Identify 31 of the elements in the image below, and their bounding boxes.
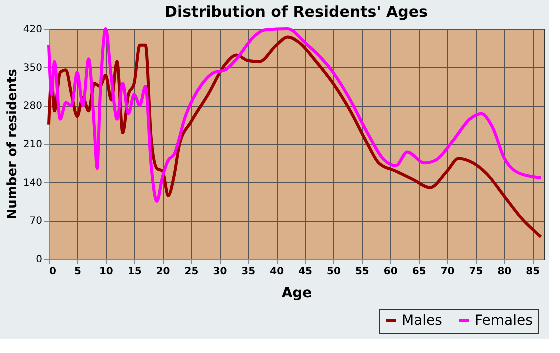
- x-tick-label: 5: [74, 266, 82, 278]
- x-tick-label: 20: [156, 266, 170, 278]
- legend-label: Males: [402, 313, 442, 329]
- y-tick-label: 420: [23, 24, 42, 36]
- x-tick-label: 30: [213, 266, 228, 278]
- x-tick-label: 55: [355, 266, 370, 278]
- x-tick-label: 65: [412, 266, 426, 278]
- x-tick-label: 10: [99, 266, 114, 278]
- x-tick-label: 0: [50, 266, 56, 278]
- chart-title: Distribution of Residents' Ages: [165, 3, 428, 21]
- x-tick-label: 25: [184, 266, 199, 278]
- x-tick-label: 35: [242, 266, 256, 278]
- y-tick-label: 140: [23, 178, 42, 189]
- y-tick-label: 280: [23, 101, 42, 112]
- x-tick-label: 70: [440, 266, 455, 278]
- x-tick-label: 40: [270, 266, 284, 278]
- y-axis-title: Number of residents: [5, 68, 20, 220]
- x-tick-label: 60: [384, 266, 398, 278]
- x-tick-label: 80: [498, 266, 512, 278]
- x-tick-label: 75: [469, 266, 484, 278]
- line-series: [48, 28, 543, 203]
- y-tick-label: 350: [23, 62, 42, 74]
- x-tick-label: 45: [298, 266, 313, 278]
- x-tick-label: 15: [128, 266, 142, 278]
- legend-label: Females: [475, 313, 533, 329]
- x-tick-label: 85: [526, 266, 540, 278]
- x-tick-label: 50: [327, 266, 341, 278]
- y-tick-label: 210: [23, 140, 42, 150]
- y-tick-label: 70: [30, 216, 42, 228]
- y-tick-label: 0: [36, 254, 42, 266]
- x-axis-title: Age: [282, 286, 312, 302]
